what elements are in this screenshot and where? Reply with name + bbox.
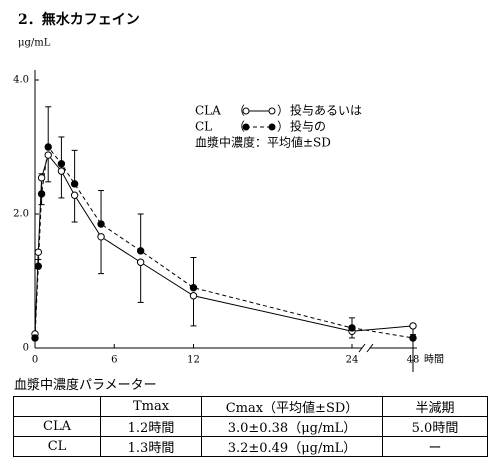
x-tick-label: 6 xyxy=(111,355,117,366)
point xyxy=(34,262,43,270)
cell xyxy=(13,396,101,417)
cell: Cmax（平均値±SD） xyxy=(201,396,383,417)
legend-marker xyxy=(268,123,276,131)
point xyxy=(348,324,356,332)
cell: 3.0±0.38（μg/mL） xyxy=(201,416,383,437)
point xyxy=(189,284,198,292)
header-row: Tmax Cmax（平均値±SD） 半減期 xyxy=(13,396,488,417)
legend-text: 投与あるいは xyxy=(290,103,362,118)
point xyxy=(189,292,198,300)
row: CLA 1.2時間 3.0±0.38（μg/mL） 5.0時間 xyxy=(13,416,488,437)
error-bar xyxy=(137,213,144,251)
chart-title: 2．無水カフェイン xyxy=(18,11,140,28)
error-bar xyxy=(137,262,144,303)
cell: 1.2時間 xyxy=(100,416,202,437)
legend-marker xyxy=(268,107,276,115)
cell: CL xyxy=(13,436,101,457)
series-line xyxy=(34,145,414,339)
point xyxy=(37,174,46,182)
legend-label: CLA xyxy=(195,104,221,118)
row: CL 1.3時間 3.2±0.49（μg/mL） ー xyxy=(13,436,488,457)
table-caption: 血漿中濃度パラメーター xyxy=(14,378,157,393)
error-bar xyxy=(190,295,197,327)
series-line xyxy=(34,153,414,334)
point xyxy=(136,258,145,266)
axis-break xyxy=(366,343,374,353)
legend-marker xyxy=(242,107,250,115)
param-table: Tmax Cmax（平均値±SD） 半減期 CLA 1.2時間 3.0±0.38… xyxy=(13,396,488,457)
cell: 5.0時間 xyxy=(382,416,488,437)
error-bar xyxy=(58,171,65,199)
point xyxy=(136,247,145,255)
legend-text: 血漿中濃度：平均値±SD xyxy=(195,135,331,150)
x-tick-label: 12 xyxy=(187,355,200,366)
error-bar xyxy=(45,155,52,183)
point xyxy=(409,322,417,330)
error-bar xyxy=(98,190,105,225)
point xyxy=(57,167,66,175)
cell: CLA xyxy=(13,416,101,437)
x-tick-label: 24 xyxy=(346,355,359,366)
point xyxy=(97,220,105,228)
legend-paren: （ xyxy=(233,120,245,134)
cell: ー xyxy=(382,436,488,457)
axis-break xyxy=(358,343,366,353)
point xyxy=(97,233,105,241)
error-bar xyxy=(45,106,52,147)
point xyxy=(70,180,79,188)
point xyxy=(57,160,66,168)
point xyxy=(70,191,79,199)
point xyxy=(37,190,46,198)
point xyxy=(34,248,43,256)
error-bar xyxy=(190,257,197,288)
cell: 半減期 xyxy=(382,396,488,417)
legend-paren: （ xyxy=(233,104,245,118)
legend-text: 投与の xyxy=(290,119,326,134)
point xyxy=(44,143,52,151)
cell: Tmax xyxy=(100,396,202,417)
legend-marker xyxy=(242,123,250,131)
x-tick-label: 0 xyxy=(32,355,38,366)
cell: 1.3時間 xyxy=(100,436,202,457)
point xyxy=(44,151,52,159)
y-axis-label: μg/mL xyxy=(18,38,51,49)
y-tick-label: 0 xyxy=(23,343,29,354)
cell: 3.2±0.49（μg/mL） xyxy=(201,436,383,457)
x-axis-label: 時間 xyxy=(424,354,444,366)
legend-paren: ） xyxy=(277,104,289,118)
error-bar xyxy=(71,195,78,223)
error-bar xyxy=(71,149,78,184)
legend-label: CL xyxy=(195,120,212,134)
error-bar xyxy=(98,236,105,275)
point xyxy=(31,334,39,342)
error-bar xyxy=(58,136,65,164)
point xyxy=(409,334,417,342)
y-tick-label: 2.0 xyxy=(13,209,29,220)
legend-paren: ） xyxy=(277,120,289,134)
y-tick-label: 4.0 xyxy=(13,75,29,86)
